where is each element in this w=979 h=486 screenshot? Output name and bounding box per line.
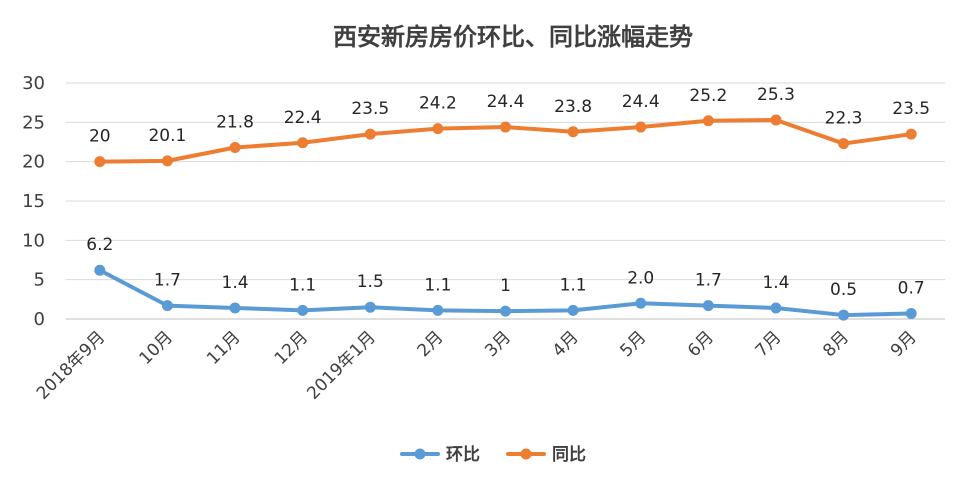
data-label: 2.0 [627,268,654,288]
x-tick-label: 8月 [819,327,853,361]
legend-label: 同比 [552,444,586,465]
x-tick-label: 5月 [616,327,650,361]
y-tick-label: 25 [22,112,45,133]
data-label: 1.7 [695,271,722,291]
legend-marker [520,448,532,460]
data-label: 24.2 [419,94,457,114]
data-point [500,121,511,133]
data-point [229,302,241,314]
data-point [905,307,917,319]
y-tick-label: 0 [34,309,45,330]
x-tick-label: 2018年9月 [33,327,109,403]
x-tick-label: 2月 [414,327,448,361]
data-point [297,304,309,316]
data-point [432,123,444,135]
x-tick-label: 11月 [203,327,244,368]
data-label: 1 [500,276,511,296]
data-point [297,137,309,149]
data-point [770,114,782,126]
data-label: 0.5 [830,280,857,300]
data-point [905,128,917,140]
y-tick-label: 30 [22,73,45,94]
data-label: 24.4 [622,92,660,112]
y-axis-ticks: 0 5 10 15 20 25 30 [22,73,45,330]
data-label: 6.2 [86,235,113,255]
legend: 环比 同比 [400,444,586,465]
data-label: 23.5 [892,99,930,119]
data-label: 21.8 [216,113,254,133]
y-tick-label: 10 [22,230,45,251]
data-point [635,121,647,133]
x-tick-label: 7月 [752,327,786,361]
data-point [567,126,579,138]
y-tick-label: 20 [22,152,45,173]
data-label: 20 [89,127,111,147]
data-point [702,300,714,312]
data-label: 1.1 [560,275,587,295]
data-label: 20.1 [148,126,186,146]
data-point [364,301,376,313]
data-label: 22.4 [284,108,322,128]
data-point [229,142,241,154]
x-tick-label: 10月 [135,327,176,368]
data-label: 23.5 [351,99,389,119]
data-label: 1.1 [424,275,451,295]
data-point [838,309,850,321]
data-label: 22.3 [825,109,863,129]
data-label: 25.3 [757,85,795,105]
data-point [432,304,444,316]
data-point [94,156,106,168]
y-tick-label: 5 [34,270,45,291]
x-tick-label: 6月 [684,327,718,361]
x-tick-label: 4月 [549,327,583,361]
data-labels: 6.2 1.7 1.4 1.1 1.5 1.1 1 1.1 2.0 1.7 1.4 0.5 0.7 20 2… [86,85,930,300]
data-label: 24.4 [487,92,525,112]
x-tick-label: 12月 [271,327,312,368]
data-label: 1.7 [154,271,181,291]
data-label: 1.4 [762,273,789,293]
legend-marker [414,448,426,460]
legend-label: 环比 [446,444,480,465]
x-tick-label: 9月 [887,327,921,361]
data-point [635,297,647,309]
data-label: 1.4 [222,273,249,293]
data-point [161,300,173,312]
chart-title: 西安新房房价环比、同比涨幅走势 [333,23,693,51]
series-layer [94,114,917,321]
x-tick-label: 2019年1月 [303,327,379,403]
data-point [94,264,106,276]
data-label: 23.8 [554,97,592,117]
data-point [500,305,511,317]
data-label: 1.5 [357,272,384,292]
data-point [770,302,782,314]
data-point [567,304,579,316]
data-point [702,115,714,127]
data-label: 25.2 [689,86,727,106]
data-point [161,155,173,167]
data-label: 0.7 [898,278,925,298]
data-point [838,138,850,150]
data-point [364,128,376,140]
data-label: 1.1 [289,275,316,295]
x-tick-label: 3月 [481,327,515,361]
y-tick-label: 15 [22,191,45,212]
